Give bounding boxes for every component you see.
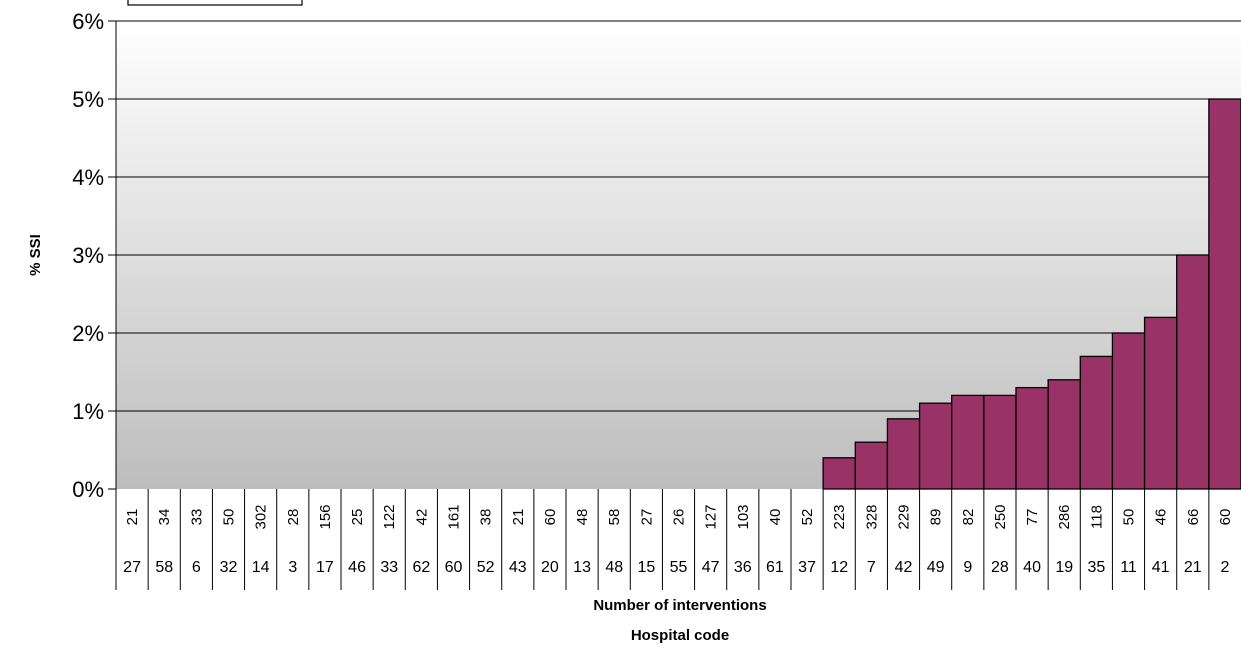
interventions-label: 21 bbox=[124, 509, 141, 526]
bar bbox=[822, 457, 856, 490]
bar bbox=[1079, 355, 1114, 490]
hospital-code-label: 58 bbox=[155, 559, 173, 576]
hospital-code-label: 43 bbox=[509, 559, 527, 576]
interventions-label: 38 bbox=[478, 509, 495, 526]
bar bbox=[1111, 332, 1146, 490]
hospital-code-label: 19 bbox=[1055, 559, 1073, 576]
hospital-code-label: 41 bbox=[1152, 559, 1170, 576]
interventions-label: 223 bbox=[831, 504, 848, 529]
hospital-code-label: 40 bbox=[1023, 559, 1041, 576]
hospital-code-label: 62 bbox=[412, 559, 430, 576]
bar bbox=[951, 394, 985, 490]
hospital-code-label: 42 bbox=[895, 559, 913, 576]
hospital-code-label: 9 bbox=[963, 559, 972, 576]
interventions-label: 52 bbox=[799, 509, 816, 526]
interventions-label: 250 bbox=[992, 504, 1009, 529]
hospital-code-label: 52 bbox=[477, 559, 495, 576]
hospital-code-label: 32 bbox=[220, 559, 238, 576]
hospital-code-label: 12 bbox=[830, 559, 848, 576]
interventions-label: 89 bbox=[928, 509, 945, 526]
hospital-code-label: 3 bbox=[288, 559, 297, 576]
interventions-label: 66 bbox=[1185, 509, 1202, 526]
x-axis-title-hospital-code: Hospital code bbox=[631, 627, 729, 644]
interventions-label: 40 bbox=[767, 509, 784, 526]
bar bbox=[1015, 386, 1049, 490]
hospital-code-label: 11 bbox=[1120, 559, 1137, 576]
hospital-code-label: 47 bbox=[702, 559, 720, 576]
interventions-label: 127 bbox=[703, 504, 720, 529]
bar bbox=[918, 402, 953, 490]
hospital-code-label: 35 bbox=[1087, 559, 1105, 576]
interventions-label: 118 bbox=[1088, 505, 1105, 529]
hospital-code-label: 48 bbox=[605, 559, 623, 576]
interventions-label: 25 bbox=[349, 509, 366, 526]
interventions-label: 286 bbox=[1056, 504, 1073, 529]
hospital-code-label: 61 bbox=[766, 559, 784, 576]
interventions-label: 229 bbox=[896, 504, 913, 529]
hospital-code-label: 46 bbox=[348, 559, 366, 576]
interventions-label: 82 bbox=[960, 509, 977, 526]
interventions-label: 60 bbox=[542, 509, 559, 526]
hospital-code-label: 7 bbox=[867, 559, 876, 576]
interventions-label: 122 bbox=[381, 504, 398, 529]
interventions-label: 302 bbox=[253, 504, 270, 529]
bar bbox=[854, 441, 889, 490]
y-tick-label: 6% bbox=[72, 9, 104, 34]
interventions-label: 26 bbox=[671, 509, 688, 526]
interventions-label: 103 bbox=[735, 504, 752, 529]
interventions-label: 50 bbox=[1121, 509, 1138, 526]
hospital-code-label: 49 bbox=[927, 559, 945, 576]
y-tick-label: 5% bbox=[72, 87, 104, 112]
interventions-label: 328 bbox=[863, 504, 880, 529]
y-tick-label: 1% bbox=[72, 399, 104, 424]
interventions-label: 48 bbox=[574, 509, 591, 526]
hospital-code-label: 21 bbox=[1184, 559, 1202, 576]
y-axis-title: % SSI bbox=[27, 234, 44, 276]
bar bbox=[1143, 316, 1178, 490]
interventions-label: 161 bbox=[446, 504, 463, 529]
bar bbox=[886, 418, 921, 490]
interventions-label: 156 bbox=[317, 504, 334, 529]
hospital-code-label: 13 bbox=[573, 559, 591, 576]
y-tick-label: 0% bbox=[72, 477, 104, 502]
interventions-label: 33 bbox=[188, 509, 205, 526]
hospital-code-label: 36 bbox=[734, 559, 752, 576]
hospital-code-label: 6 bbox=[192, 559, 201, 576]
hospital-code-label: 37 bbox=[798, 559, 816, 576]
bar bbox=[1047, 379, 1081, 490]
hospital-code-label: 17 bbox=[316, 559, 334, 576]
y-tick-label: 2% bbox=[72, 321, 104, 346]
bar bbox=[1176, 254, 1210, 490]
y-tick-label: 4% bbox=[72, 165, 104, 190]
hospital-code-label: 2 bbox=[1220, 559, 1229, 576]
interventions-label: 27 bbox=[638, 509, 655, 526]
interventions-label: 58 bbox=[606, 509, 623, 526]
hospital-code-label: 55 bbox=[670, 559, 688, 576]
hospital-code-label: 27 bbox=[123, 559, 141, 576]
interventions-label: 46 bbox=[1153, 509, 1170, 526]
y-tick-label: 3% bbox=[72, 243, 104, 268]
bar bbox=[1208, 98, 1241, 490]
hospital-code-label: 20 bbox=[541, 559, 559, 576]
hospital-code-label: 14 bbox=[252, 559, 270, 576]
interventions-label: 60 bbox=[1217, 509, 1234, 526]
interventions-label: 34 bbox=[156, 509, 173, 526]
interventions-label: 77 bbox=[1024, 509, 1041, 526]
hospital-code-label: 60 bbox=[445, 559, 463, 576]
hospital-code-label: 28 bbox=[991, 559, 1009, 576]
legend-box-remnant bbox=[127, 0, 303, 6]
bar bbox=[983, 394, 1017, 490]
interventions-label: 50 bbox=[221, 509, 238, 526]
hospital-code-label: 15 bbox=[637, 559, 655, 576]
interventions-label: 21 bbox=[510, 509, 527, 526]
hospital-code-label: 33 bbox=[380, 559, 398, 576]
interventions-label: 28 bbox=[285, 509, 302, 526]
x-axis-title-interventions: Number of interventions bbox=[593, 597, 766, 614]
interventions-label: 42 bbox=[413, 509, 430, 526]
